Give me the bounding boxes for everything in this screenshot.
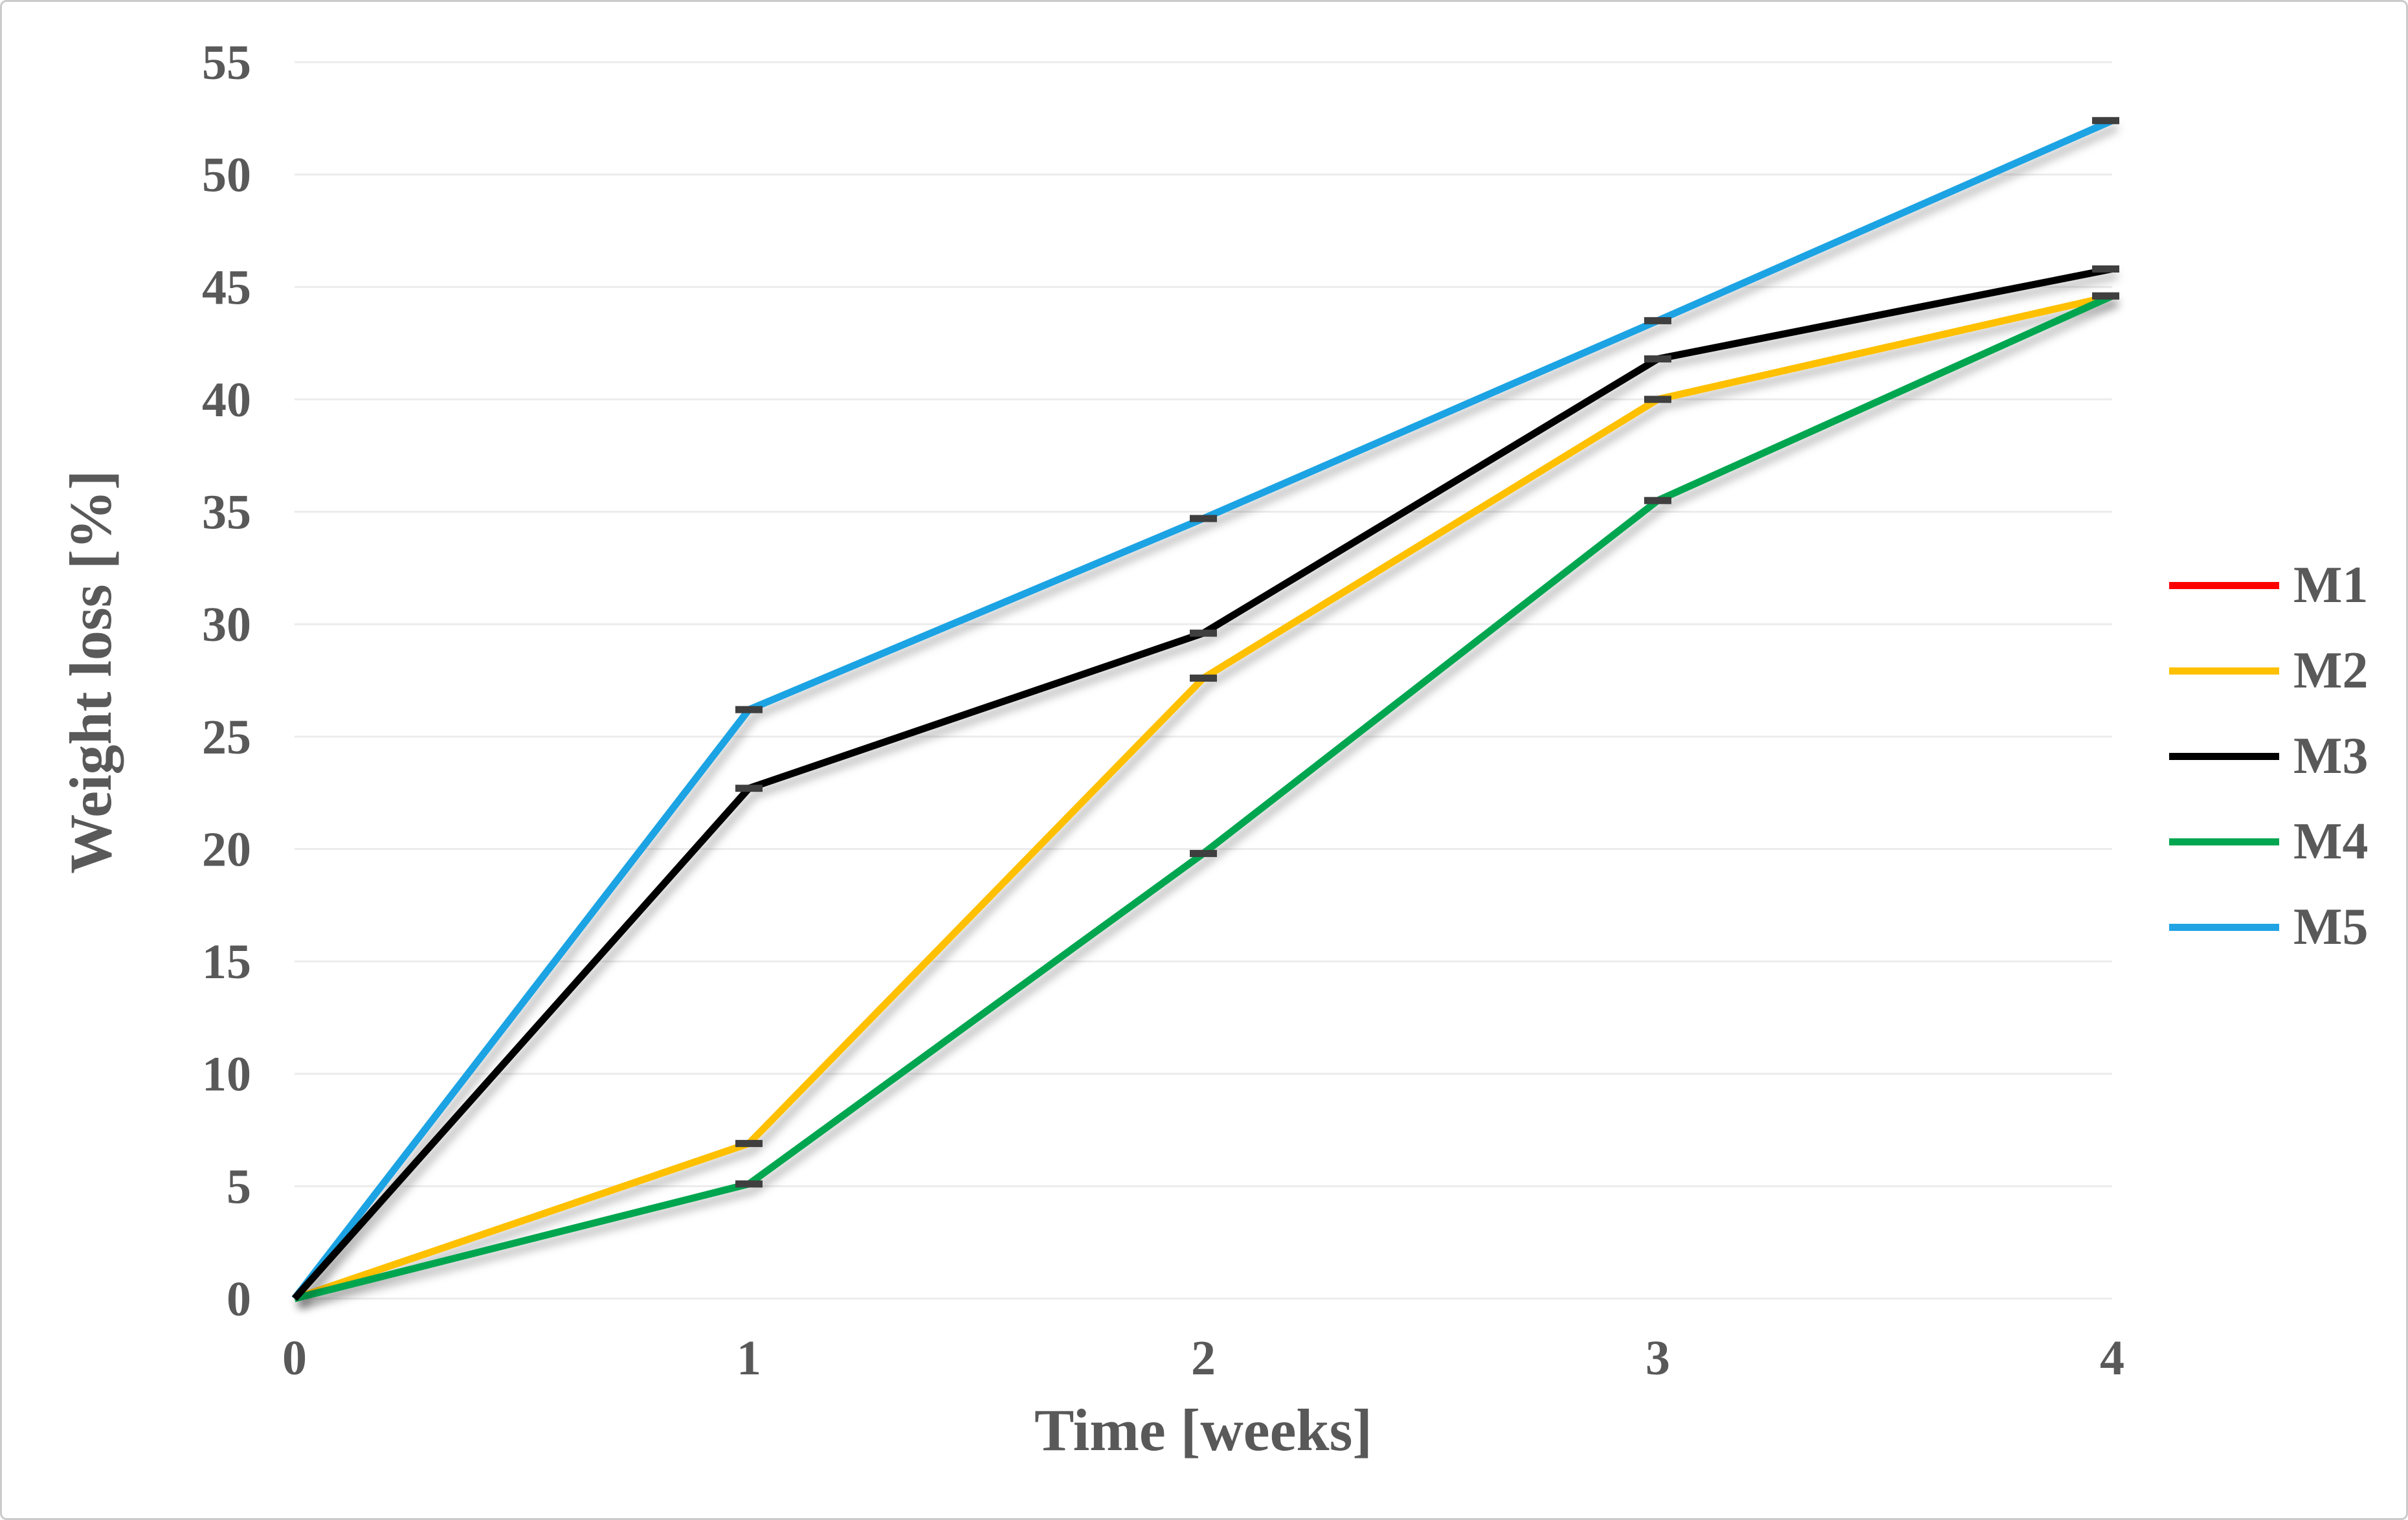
y-tick-label-30: 30 bbox=[202, 598, 251, 652]
y-tick-label-0: 0 bbox=[227, 1272, 251, 1326]
y-tick-label-55: 55 bbox=[202, 36, 251, 90]
legend-label-M5: M5 bbox=[2293, 899, 2369, 956]
error-cap-M3-week1 bbox=[735, 785, 763, 792]
series-line-M2 bbox=[293, 292, 2113, 1302]
x-tick-label-3: 3 bbox=[1645, 1331, 1670, 1385]
error-cap-M2-week2 bbox=[1190, 675, 1217, 682]
y-axis-title: Weight loss [%] bbox=[58, 470, 124, 874]
x-tick-label-1: 1 bbox=[737, 1331, 761, 1385]
error-cap-M3-week4 bbox=[2092, 265, 2119, 273]
legend-swatch-M1 bbox=[2169, 581, 2279, 589]
y-axis-tick-labels: 0 5 10 15 20 25 30 35 40 45 50 55 bbox=[202, 36, 251, 1326]
x-tick-label-2: 2 bbox=[1191, 1331, 1216, 1385]
series-line-M4 bbox=[293, 293, 2114, 1302]
legend-label-M1: M1 bbox=[2293, 557, 2369, 614]
error-cap-M4-week3 bbox=[1644, 497, 1671, 504]
error-cap-M5-week4 bbox=[2092, 117, 2119, 124]
legend-label-M3: M3 bbox=[2293, 728, 2369, 785]
error-cap-M2-week1 bbox=[735, 1139, 763, 1147]
legend-label-M2: M2 bbox=[2293, 642, 2369, 699]
y-tick-label-5: 5 bbox=[227, 1159, 251, 1214]
legend-label-M4: M4 bbox=[2293, 813, 2369, 870]
y-tick-label-40: 40 bbox=[202, 373, 251, 427]
x-tick-label-0: 0 bbox=[282, 1331, 307, 1385]
legend-item-M5: M5 bbox=[2169, 884, 2369, 970]
error-cap-M4-week1 bbox=[735, 1180, 763, 1188]
error-cap-M5-week1 bbox=[735, 706, 763, 713]
legend-swatch-M5 bbox=[2169, 923, 2279, 931]
legend-swatch-M3 bbox=[2169, 752, 2279, 760]
legend-swatch-M2 bbox=[2169, 667, 2279, 675]
error-cap-M3-week3 bbox=[1644, 355, 1671, 363]
legend-item-M2: M2 bbox=[2169, 628, 2369, 713]
y-tick-label-35: 35 bbox=[202, 486, 251, 540]
error-cap-M5-week3 bbox=[1644, 317, 1671, 324]
x-tick-label-4: 4 bbox=[2100, 1331, 2124, 1385]
y-tick-label-25: 25 bbox=[202, 710, 251, 765]
x-axis-tick-labels: 0 1 2 3 4 bbox=[282, 1331, 2124, 1385]
error-cap-M4-week4 bbox=[2092, 292, 2119, 300]
legend-swatch-M4 bbox=[2169, 838, 2279, 845]
legend-item-M4: M4 bbox=[2169, 799, 2369, 884]
y-tick-label-20: 20 bbox=[202, 822, 251, 877]
legend-item-M1: M1 bbox=[2169, 542, 2369, 628]
series-lines bbox=[291, 117, 2114, 1302]
y-tick-label-50: 50 bbox=[202, 148, 251, 203]
x-axis-title: Time [weeks] bbox=[1034, 1397, 1373, 1463]
error-cap-M3-week2 bbox=[1190, 629, 1217, 637]
error-cap-M2-week3 bbox=[1644, 396, 1671, 403]
y-tick-label-45: 45 bbox=[202, 260, 251, 315]
legend-item-M3: M3 bbox=[2169, 713, 2369, 799]
y-tick-label-10: 10 bbox=[202, 1047, 251, 1102]
series-line-M5 bbox=[291, 117, 2114, 1301]
series-line-M3 bbox=[291, 265, 2113, 1301]
legend: M1 M2 M3 M4 M5 bbox=[2169, 542, 2369, 970]
error-caps bbox=[735, 117, 2119, 1188]
y-tick-label-15: 15 bbox=[202, 935, 251, 989]
error-cap-M4-week2 bbox=[1190, 849, 1217, 857]
error-cap-M5-week2 bbox=[1190, 515, 1217, 522]
